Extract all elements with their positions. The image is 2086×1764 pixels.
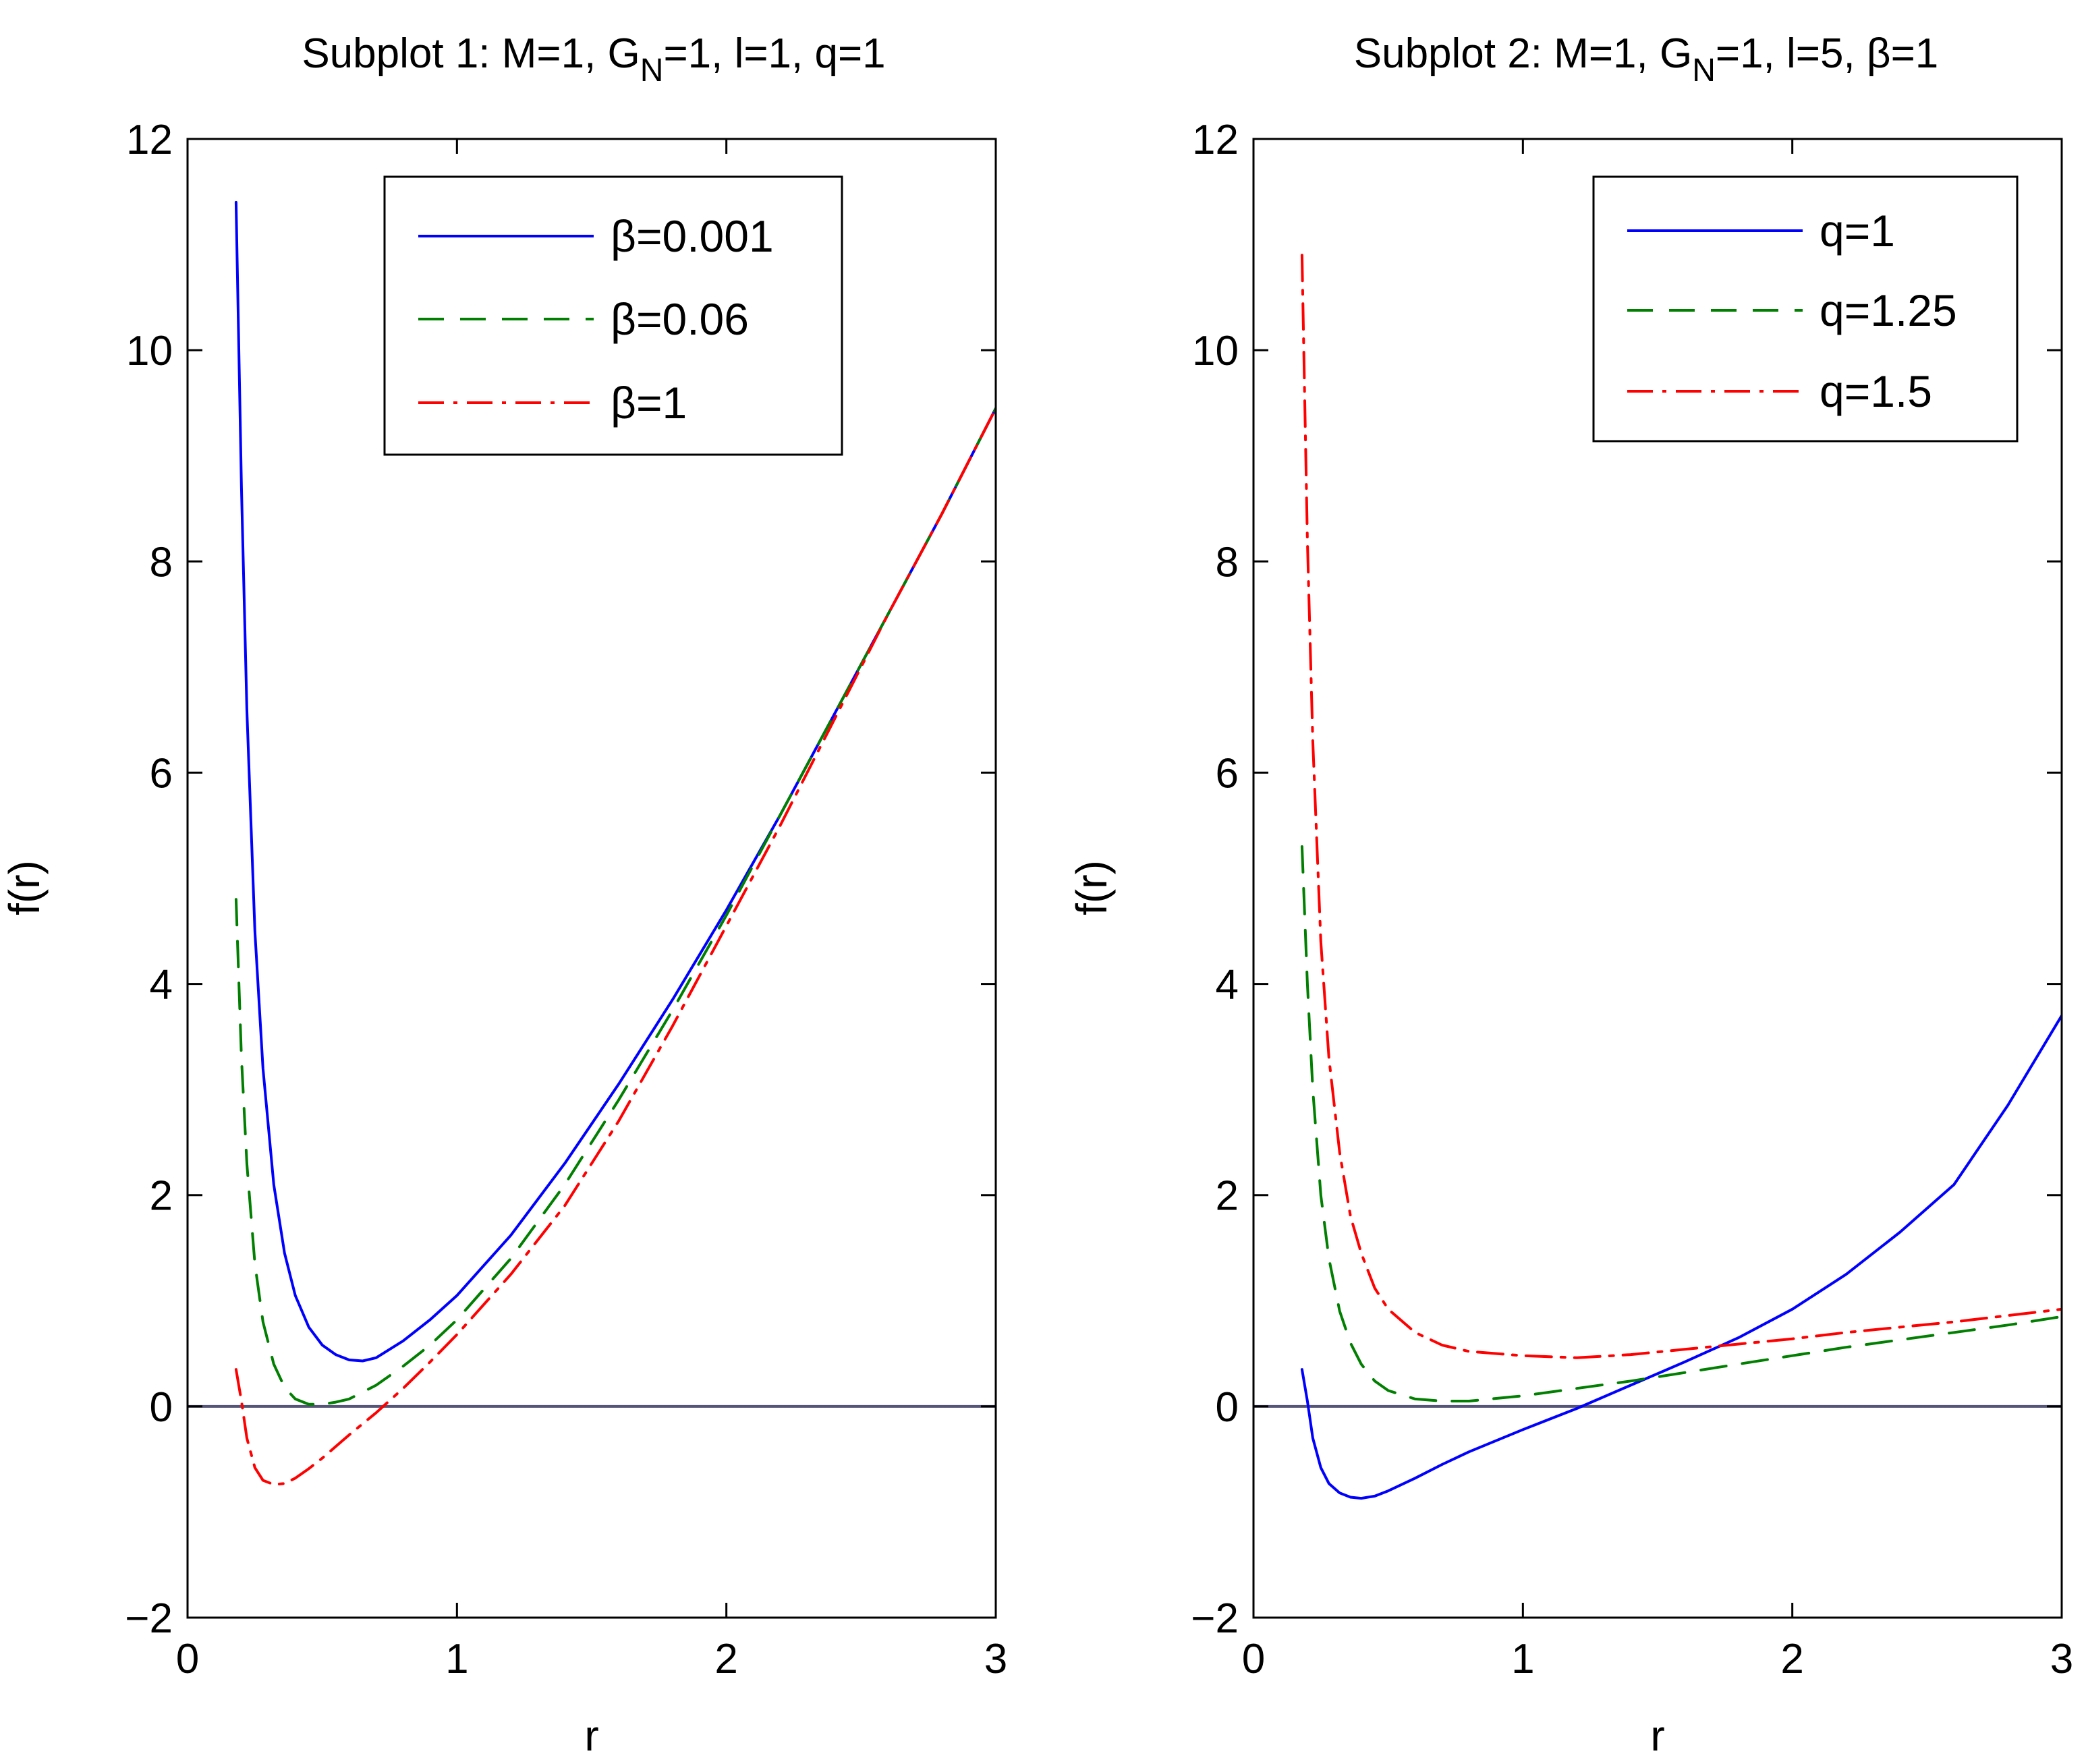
subplot-1-series-3-line (234, 407, 996, 1486)
subplot-2-series-1-line (1300, 1014, 2062, 1500)
subplot-1-legend-box (383, 175, 843, 456)
subplot-1-ytick-label: 6 (150, 750, 173, 797)
subplot-2-ytick-label: 6 (1216, 750, 1239, 797)
subplot-2-ytick-label: 4 (1216, 962, 1239, 1008)
subplot-2-legend-box (1592, 175, 2019, 443)
subplot-2: Subplot 2: M=1, GN=1, l=5, β=1 0 1 2 3−2024… (1067, 30, 2073, 1760)
subplot-2-xtick-label: 2 (1780, 1636, 1803, 1682)
subplot-2-ytick-label: 12 (1192, 117, 1239, 163)
subplot-2-ytick-label: 8 (1216, 539, 1239, 586)
subplot-1-xtick-label: 1 (445, 1636, 468, 1682)
subplot-2-ylabel: f(r) (1067, 860, 1116, 915)
subplot-1-ytick-label: 10 (126, 328, 173, 374)
subplot-2-series-2-line (1300, 845, 2062, 1402)
subplot-1-xtick-label: 3 (984, 1636, 1007, 1682)
subplot-2-xtick-label: 3 (2050, 1636, 2073, 1682)
legend-label-beta-006: β=0.06 (611, 294, 749, 344)
subplot-2-axes-box (1252, 138, 2063, 1619)
subplot-1-series-2-line (234, 407, 996, 1406)
subplot-2-series-3-line (1300, 254, 2062, 1359)
subplot-1-ytick-label: −2 (125, 1595, 173, 1642)
subplot-2-title: Subplot 2: M=1, GN=1, l=5, β=1 (1354, 30, 1939, 88)
subplot-2-ytick-label: −2 (1191, 1595, 1239, 1642)
subplot-1-xlabel: r (584, 1711, 598, 1760)
subplot-1-title: Subplot 1: M=1, GN=1, l=1, q=1 (302, 30, 885, 88)
subplot-1-ytick-label: 0 (150, 1384, 173, 1431)
legend-label-q-125: q=1.25 (1820, 285, 1957, 335)
subplot-1-title-subscript: N (640, 53, 664, 88)
legend-label-beta-1: β=1 (611, 378, 687, 428)
subplot-2-xlabel: r (1650, 1711, 1664, 1760)
subplot-1-xtick-label: 0 (176, 1636, 199, 1682)
subplot-1-axes-box (186, 138, 997, 1619)
subplot-2-ytick-label: 0 (1216, 1384, 1239, 1431)
subplot-2-ytick-label: 2 (1216, 1173, 1239, 1220)
subplot-2-legend: q=1 q=1.25 q=1.5 (1592, 175, 2019, 443)
subplot-2-xtick-label: 0 (1242, 1636, 1265, 1682)
legend-label-q-1: q=1 (1820, 206, 1895, 256)
subplot-1-xtick-label: 2 (714, 1636, 737, 1682)
subplot-2-ytick-label: 10 (1192, 328, 1239, 374)
subplot-1: Subplot 1: M=1, GN=1, l=1, q=1 0 1 2 3−2024… (0, 30, 1007, 1760)
subplot-1-ytick-label: 8 (150, 539, 173, 586)
legend-label-beta-0001: β=0.001 (611, 211, 774, 261)
subplot-1-legend: β=0.001 β=0.06 β=1 (383, 175, 843, 456)
subplot-2-xtick-label: 1 (1511, 1636, 1534, 1682)
subplot-1-ytick-label: 12 (126, 117, 173, 163)
subplot-1-ytick-label: 2 (150, 1173, 173, 1220)
subplot-1-ytick-label: 4 (150, 962, 173, 1008)
legend-label-q-15: q=1.5 (1820, 366, 1932, 416)
subplot-2-title-subscript: N (1692, 53, 1716, 88)
subplot-1-ylabel: f(r) (0, 860, 49, 915)
